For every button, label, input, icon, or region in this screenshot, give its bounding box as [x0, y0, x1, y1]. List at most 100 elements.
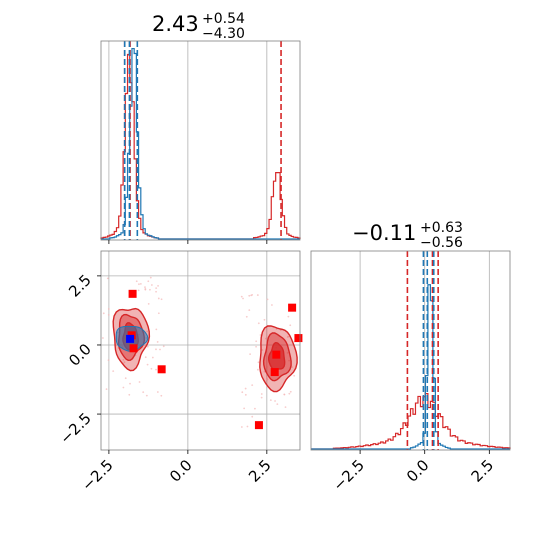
- sample-point: [105, 388, 108, 391]
- joint-xtick-label-1: 0.0: [166, 456, 196, 486]
- sample-point: [245, 315, 248, 318]
- sample-point: [147, 280, 150, 283]
- sample-point: [155, 290, 157, 293]
- sample-point: [254, 407, 256, 410]
- histogram-param-0: [100, 40, 301, 244]
- sample-point: [102, 312, 105, 315]
- histogram-param-1: [310, 250, 511, 454]
- sample-point: [159, 348, 161, 351]
- hist1-xtick-label-1: 0.0: [403, 456, 433, 486]
- sample-point: [107, 359, 110, 361]
- title-param-1: −0.11 +0.63 −0.56: [352, 220, 463, 251]
- sample-point: [243, 407, 246, 410]
- sample-point: [144, 286, 146, 289]
- sample-point: [157, 284, 159, 287]
- joint-ytick-label-2: −2.5: [56, 409, 94, 447]
- sample-point: [288, 359, 290, 362]
- red-marker-3: [157, 365, 166, 374]
- joint-xtick-label-2: 2.5: [245, 456, 275, 486]
- sample-point: [156, 341, 159, 343]
- title-param-1-plus: +0.63: [420, 220, 463, 236]
- sample-point: [260, 393, 263, 395]
- sample-point: [138, 283, 140, 286]
- title-param-1-minus: −0.56: [420, 235, 463, 251]
- sample-point: [122, 358, 125, 361]
- sample-point: [265, 366, 268, 368]
- sample-point: [135, 280, 138, 283]
- sample-point: [138, 381, 141, 383]
- joint-ytick-label-0: 2.5: [65, 271, 95, 301]
- sample-point: [160, 298, 163, 301]
- sample-point: [144, 287, 147, 290]
- sample-point: [146, 330, 149, 333]
- sample-point: [150, 284, 153, 286]
- title-param-1-value: −0.11: [352, 221, 416, 245]
- sample-point: [289, 324, 292, 327]
- sample-point: [146, 363, 149, 366]
- sample-point: [155, 348, 157, 351]
- sample-point: [240, 295, 243, 298]
- sample-point: [162, 345, 165, 348]
- hist1-blue-series: [311, 284, 510, 450]
- sample-point: [271, 304, 273, 306]
- hist0-frame: [100, 40, 301, 241]
- sample-point: [251, 293, 254, 296]
- sample-point: [263, 318, 266, 321]
- hist1-xtick-label-0: −2.5: [329, 456, 367, 494]
- sample-point: [155, 368, 157, 371]
- sample-point: [261, 349, 264, 351]
- sample-point: [251, 415, 254, 418]
- joint-ytick-label-1: 0.0: [65, 340, 95, 370]
- sample-point: [241, 391, 244, 394]
- blue-marker-0: [126, 334, 135, 343]
- sample-point: [106, 277, 109, 280]
- red-marker-5: [294, 334, 303, 343]
- sample-point: [256, 294, 259, 296]
- hist1-frame: [310, 250, 511, 451]
- title-param-0: 2.43 +0.54 −4.30: [152, 11, 245, 42]
- sample-point: [124, 377, 127, 380]
- sample-point: [248, 309, 251, 312]
- sample-point: [137, 289, 140, 292]
- sample-point: [149, 276, 152, 279]
- sample-point: [157, 312, 160, 315]
- sample-point: [257, 322, 260, 325]
- sample-point: [102, 337, 104, 339]
- red-marker-6: [272, 350, 281, 359]
- sample-point: [266, 298, 269, 301]
- sample-point: [255, 340, 258, 343]
- sample-point: [150, 367, 153, 370]
- sample-point: [156, 391, 159, 393]
- joint-density-panel: [97, 250, 303, 454]
- sample-point: [160, 394, 163, 397]
- red-marker-7: [270, 368, 279, 377]
- sample-point: [246, 425, 249, 428]
- sample-point: [240, 426, 243, 428]
- sample-point: [151, 356, 154, 359]
- sample-point: [112, 370, 115, 373]
- hist1-red-series: [311, 393, 511, 450]
- sample-point: [242, 297, 244, 300]
- red-marker-4: [288, 303, 297, 312]
- sample-point: [147, 302, 150, 305]
- sample-point: [288, 392, 291, 395]
- sample-point: [257, 361, 260, 364]
- sample-point: [287, 315, 290, 318]
- joint-xtick-label-0: −2.5: [78, 456, 116, 494]
- sample-point: [244, 393, 247, 396]
- sample-point: [149, 288, 151, 291]
- sample-point: [293, 374, 296, 377]
- hist0-blue-series: [101, 47, 300, 240]
- sample-point: [157, 297, 160, 300]
- red-marker-2: [129, 344, 138, 353]
- title-param-0-plus: +0.54: [202, 11, 245, 27]
- sample-point: [291, 366, 293, 369]
- sample-point: [274, 400, 276, 402]
- sample-point: [286, 336, 289, 338]
- sample-point: [145, 394, 148, 397]
- sample-point: [256, 368, 259, 371]
- sample-point: [142, 391, 145, 394]
- sample-point: [107, 314, 110, 316]
- sample-point: [122, 386, 125, 389]
- sample-point: [248, 294, 251, 297]
